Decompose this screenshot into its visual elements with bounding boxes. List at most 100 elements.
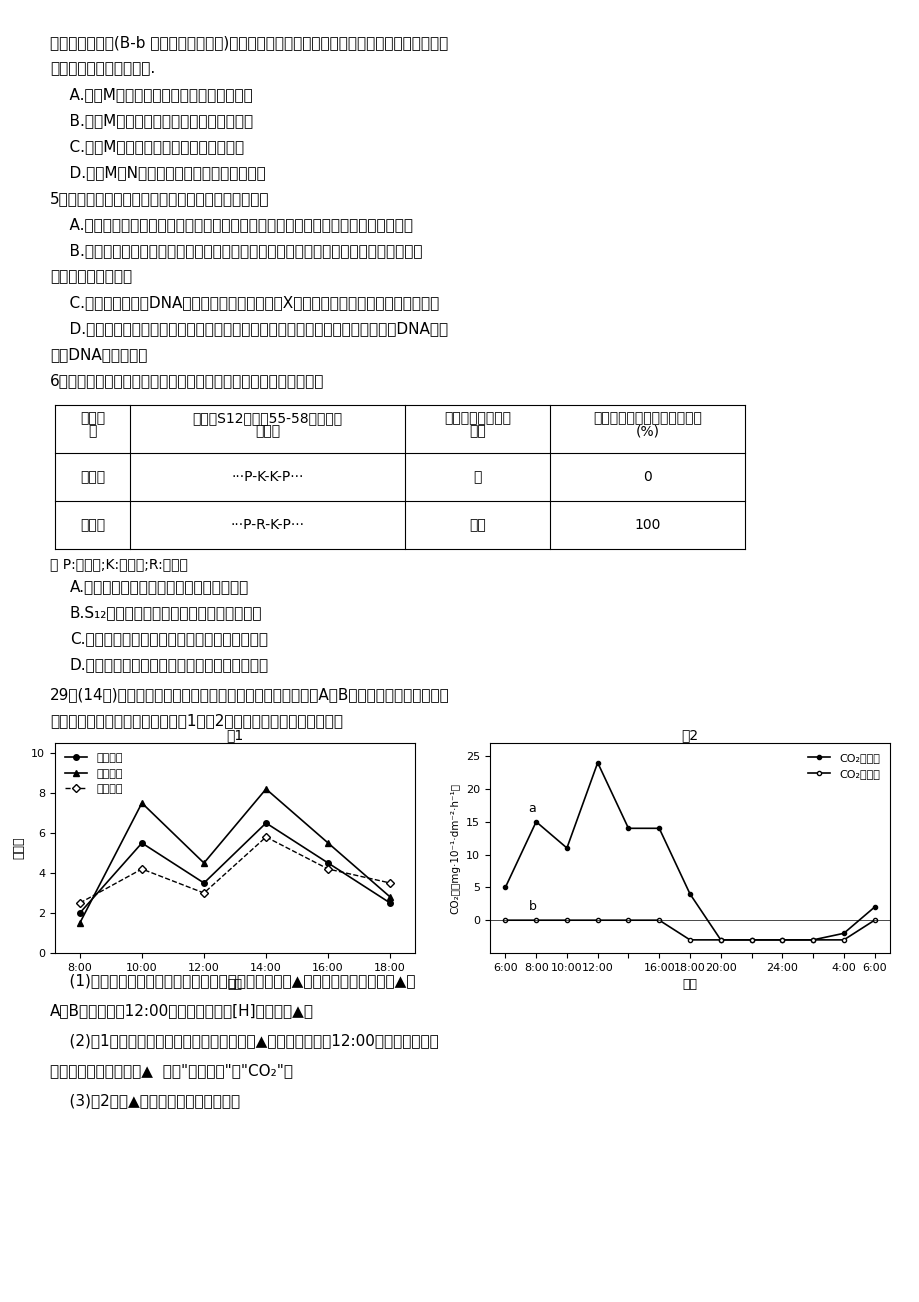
光合速率	[199, 875, 210, 891]
Text: 5、下列关于研究材料、方法及结论的叙述，错误的是: 5、下列关于研究材料、方法及结论的叙述，错误的是	[50, 191, 269, 206]
Text: D.赫尔希与蔡斯以噬菌体和细菌为研究材料，通过同位素示踪技术区分蛋白质与DNA，证: D.赫尔希与蔡斯以噬菌体和细菌为研究材料，通过同位素示踪技术区分蛋白质与DNA，…	[50, 322, 448, 336]
Text: D.植株M与N杂交，子代可能全部是矮茎植株: D.植株M与N杂交，子代可能全部是矮茎植株	[50, 165, 266, 180]
Y-axis label: 相对值: 相对值	[13, 837, 26, 859]
光合速率	[74, 905, 85, 921]
CO₂消耗量	[530, 814, 541, 829]
蒸腾速率	[384, 889, 395, 905]
Text: 生理指标的日变化趋势，分别如图1和图2所示。请据图回答下列问题：: 生理指标的日变化趋势，分别如图1和图2所示。请据图回答下列问题：	[50, 713, 343, 728]
Legend: CO₂消耗量, CO₂吸收量: CO₂消耗量, CO₂吸收量	[802, 749, 883, 783]
Text: 100: 100	[633, 518, 660, 533]
Text: B.摩尔根等人以果蝇为研究材料，通过统计后代雌雄个体眼色性状分离比，认同了基因: B.摩尔根等人以果蝇为研究材料，通过统计后代雌雄个体眼色性状分离比，认同了基因	[50, 243, 422, 258]
CO₂吸收量	[592, 913, 603, 928]
CO₂吸收量	[684, 932, 695, 948]
CO₂吸收量	[561, 913, 572, 928]
Text: 野生型: 野生型	[80, 470, 105, 484]
气孔导度	[74, 896, 85, 911]
Text: A.链霉素通过与核糖体结合抑制其转录功能: A.链霉素通过与核糖体结合抑制其转录功能	[70, 579, 249, 594]
CO₂消耗量	[622, 820, 633, 836]
Text: 下列相关叙述，错误的是.: 下列相关叙述，错误的是.	[50, 61, 155, 76]
CO₂吸收量	[499, 913, 510, 928]
光合速率	[260, 815, 271, 831]
CO₂吸收量	[776, 932, 787, 948]
Text: a: a	[528, 802, 536, 815]
CO₂消耗量	[807, 932, 818, 948]
Text: A.植株M自交，子代不可能全部是高茎植株: A.植株M自交，子代不可能全部是高茎植株	[50, 87, 253, 102]
Title: 图1: 图1	[226, 728, 244, 742]
Text: C.突变型的产生是由于碱基对的缺失或增加所致: C.突变型的产生是由于碱基对的缺失或增加所致	[70, 631, 267, 646]
Text: ···P-R-K-P···: ···P-R-K-P···	[231, 518, 304, 533]
Text: 突变型: 突变型	[80, 518, 105, 533]
Text: 不能: 不能	[469, 518, 485, 533]
Legend: 光合速率, 蒸腾速率, 气孔导度: 光合速率, 蒸腾速率, 气孔导度	[61, 749, 127, 798]
Text: B.S₁₂蛋白结构改变使突变型具有链霉素抗性: B.S₁₂蛋白结构改变使突变型具有链霉素抗性	[70, 605, 262, 620]
Text: 枯草杆: 枯草杆	[80, 411, 105, 426]
Text: C.植株M自交，子代可能全部是矮茎植株: C.植株M自交，子代可能全部是矮茎植株	[50, 139, 244, 154]
CO₂消耗量	[776, 932, 787, 948]
CO₂消耗量	[653, 820, 664, 836]
Text: 核糖体S12蛋白第55-58位的氨基: 核糖体S12蛋白第55-58位的氨基	[192, 411, 342, 426]
Text: 内有一条染色体(B-b 基因所在的染色体)缺失了一段，并且含有该异常染色体的配子不能受精。: 内有一条染色体(B-b 基因所在的染色体)缺失了一段，并且含有该异常染色体的配子…	[50, 35, 448, 49]
Line: 蒸腾速率: 蒸腾速率	[77, 786, 392, 926]
气孔导度	[199, 885, 210, 901]
CO₂吸收量	[868, 913, 879, 928]
Text: 低谷的环境因素主要是▲  （填"光照强度"或"CO₂"）: 低谷的环境因素主要是▲ （填"光照强度"或"CO₂"）	[50, 1062, 292, 1078]
蒸腾速率	[74, 915, 85, 931]
气孔导度	[136, 861, 147, 876]
CO₂消耗量	[745, 932, 756, 948]
Text: 6、枯草杆菌野生型与某一突变型的差异见下表，下列叙述正确的是: 6、枯草杆菌野生型与某一突变型的差异见下表，下列叙述正确的是	[50, 372, 324, 388]
Text: 29、(14分)某研究小组在水分充足，晴朗无风的夏日，观测到A、B两种高等植物光合速率等: 29、(14分)某研究小组在水分充足，晴朗无风的夏日，观测到A、B两种高等植物光…	[50, 687, 449, 702]
Text: 链霉素与核糖体的: 链霉素与核糖体的	[444, 411, 510, 426]
Line: 气孔导度: 气孔导度	[77, 835, 392, 906]
Text: 注 P:脯氨酸;K:赖氨酸;R:精氨酸: 注 P:脯氨酸;K:赖氨酸;R:精氨酸	[50, 557, 187, 572]
Text: 菌: 菌	[88, 424, 96, 439]
Text: (1)两种植物细胞中与光合作用暗反应有关的酶分布于▲，光合作用的反应式为▲。: (1)两种植物细胞中与光合作用暗反应有关的酶分布于▲，光合作用的反应式为▲。	[50, 973, 415, 988]
CO₂吸收量	[530, 913, 541, 928]
CO₂吸收量	[622, 913, 633, 928]
蒸腾速率	[199, 855, 210, 871]
CO₂消耗量	[684, 887, 695, 902]
蒸腾速率	[136, 796, 147, 811]
CO₂消耗量	[714, 932, 725, 948]
Text: D.链霉素可以诱发枯草杆菌产生相应的抗性突变: D.链霉素可以诱发枯草杆菌产生相应的抗性突变	[70, 658, 269, 672]
CO₂消耗量	[499, 880, 510, 896]
Text: 酸序列: 酸序列	[255, 424, 279, 439]
CO₂消耗量	[561, 840, 572, 855]
蒸腾速率	[260, 781, 271, 797]
X-axis label: 时刻: 时刻	[682, 978, 697, 991]
Text: B.植株M的体细胞内部分核基因不成对存在: B.植株M的体细胞内部分核基因不成对存在	[50, 113, 253, 128]
Text: 能: 能	[472, 470, 482, 484]
Line: CO₂消耗量: CO₂消耗量	[503, 760, 876, 941]
CO₂吸收量	[653, 913, 664, 928]
Text: C.沃森和克里克以DNA大分子为研究材料，采用X射线衍射的方法，破译了全部密码子: C.沃森和克里克以DNA大分子为研究材料，采用X射线衍射的方法，破译了全部密码子	[50, 296, 438, 310]
光合速率	[136, 835, 147, 850]
CO₂吸收量	[837, 932, 848, 948]
Text: 明了DNA是遗传物质: 明了DNA是遗传物质	[50, 348, 147, 362]
Line: 光合速率: 光合速率	[77, 820, 392, 915]
Text: A、B两种植物在12:00时，细胞内产生[H]的场所有▲。: A、B两种植物在12:00时，细胞内产生[H]的场所有▲。	[50, 1003, 313, 1018]
Text: 结合: 结合	[469, 424, 485, 439]
光合速率	[323, 855, 334, 871]
蒸腾速率	[323, 835, 334, 850]
CO₂吸收量	[714, 932, 725, 948]
气孔导度	[260, 829, 271, 845]
Text: 0: 0	[642, 470, 652, 484]
Text: 位于染色体上的理论: 位于染色体上的理论	[50, 270, 132, 284]
Text: 在含链霉素培养基中的存活率: 在含链霉素培养基中的存活率	[593, 411, 701, 426]
气孔导度	[323, 861, 334, 876]
Text: (3)图2中，▲时刻的有机物积累最大。: (3)图2中，▲时刻的有机物积累最大。	[50, 1092, 240, 1108]
Text: (%): (%)	[635, 424, 659, 439]
CO₂消耗量	[868, 900, 879, 915]
Y-axis label: CO₂量（mg·10⁻¹·dm⁻²·h⁻¹）: CO₂量（mg·10⁻¹·dm⁻²·h⁻¹）	[450, 783, 460, 914]
气孔导度	[384, 875, 395, 891]
Text: A.孟德尔以豌豆为研究材料，采用人工杂交的方法，发现了基因分离与自由组合定律: A.孟德尔以豌豆为研究材料，采用人工杂交的方法，发现了基因分离与自由组合定律	[50, 217, 413, 232]
Line: CO₂吸收量: CO₂吸收量	[503, 918, 876, 941]
CO₂消耗量	[592, 755, 603, 771]
CO₂吸收量	[807, 932, 818, 948]
CO₂吸收量	[745, 932, 756, 948]
Text: ···P-K-K-P···: ···P-K-K-P···	[231, 470, 303, 484]
Text: (2)图1中，直接引起蒸腾速率变化的指标是▲；据图推测导致12:00时光合速率出现: (2)图1中，直接引起蒸腾速率变化的指标是▲；据图推测导致12:00时光合速率出…	[50, 1032, 438, 1048]
光合速率	[384, 896, 395, 911]
CO₂消耗量	[837, 926, 848, 941]
X-axis label: 时刻: 时刻	[227, 978, 243, 991]
Text: b: b	[528, 901, 536, 913]
